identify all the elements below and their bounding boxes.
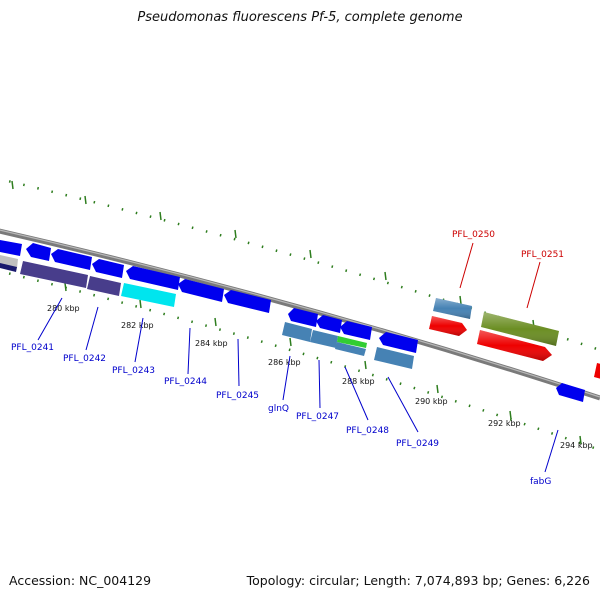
scale-label: 290 kbp xyxy=(415,397,448,406)
scale-label: 280 kbp xyxy=(47,304,80,313)
gene-arrow xyxy=(26,243,51,261)
gene-label-pfl-0243: PFL_0243 xyxy=(112,366,155,376)
gene-label-pfl-0248: PFL_0248 xyxy=(346,426,389,436)
outer-tick-ring xyxy=(0,177,600,352)
gene-arrow xyxy=(121,283,176,307)
genome-backbone xyxy=(0,228,600,401)
leader-lines xyxy=(37,242,559,473)
gene-label-pfl-0241: PFL_0241 xyxy=(11,343,54,353)
scale-label: 288 kbp xyxy=(342,377,375,386)
gene-label-fabg: fabG xyxy=(530,477,551,487)
gene-arrow xyxy=(316,315,342,333)
gene-arrow xyxy=(87,276,121,296)
gene-labels: PFL_0250 PFL_0251 PFL_0241 PFL_0242 PFL_… xyxy=(11,230,564,487)
scale-label: 286 kbp xyxy=(268,358,301,367)
gene-arrow xyxy=(556,383,585,402)
gene-label-pfl-0249: PFL_0249 xyxy=(396,439,439,449)
gene-arrow xyxy=(340,321,372,340)
gene-arrow xyxy=(310,330,338,348)
gene-arrow xyxy=(92,259,124,278)
map-title: Pseudomonas fluorescens Pf-5, complete g… xyxy=(137,10,463,25)
scale-labels: 280 kbp 282 kbp 284 kbp 286 kbp 288 kbp … xyxy=(47,304,593,450)
gene-arrow xyxy=(0,240,22,256)
gene-label-pfl-0247: PFL_0247 xyxy=(296,412,339,422)
scale-label: 292 kbp xyxy=(488,419,521,428)
gene-label-pfl-0245: PFL_0245 xyxy=(216,391,259,401)
major-ticks xyxy=(11,180,582,445)
forward-genes xyxy=(429,298,600,379)
gene-arrow xyxy=(374,347,414,369)
gene-arrow xyxy=(288,308,318,327)
genome-summary-text: Topology: circular; Length: 7,074,893 bp… xyxy=(246,573,590,588)
gene-arrow xyxy=(20,261,88,288)
gene-arrow xyxy=(379,332,418,353)
scale-label: 284 kbp xyxy=(195,339,228,348)
reverse-genes xyxy=(0,240,585,402)
gene-arrow xyxy=(337,336,367,348)
gene-arrow xyxy=(178,279,224,302)
gene-label-pfl-0251: PFL_0251 xyxy=(521,250,564,260)
gene-label-glnq: glnQ xyxy=(268,404,289,414)
gene-label-pfl-0242: PFL_0242 xyxy=(63,354,106,364)
gene-label-pfl-0244: PFL_0244 xyxy=(164,377,207,387)
gene-arrow xyxy=(126,266,180,290)
gene-arrow xyxy=(335,342,366,356)
gene-arrow xyxy=(224,290,271,313)
scale-label: 294 kbp xyxy=(560,441,593,450)
gene-label-pfl-0250: PFL_0250 xyxy=(452,230,495,240)
gene-arrow xyxy=(51,249,92,270)
gene-arrow xyxy=(594,363,600,379)
gene-arrow xyxy=(282,322,312,342)
accession-text: Accession: NC_004129 xyxy=(9,573,152,588)
gene-arrow xyxy=(0,263,17,272)
scale-label: 282 kbp xyxy=(121,321,154,330)
